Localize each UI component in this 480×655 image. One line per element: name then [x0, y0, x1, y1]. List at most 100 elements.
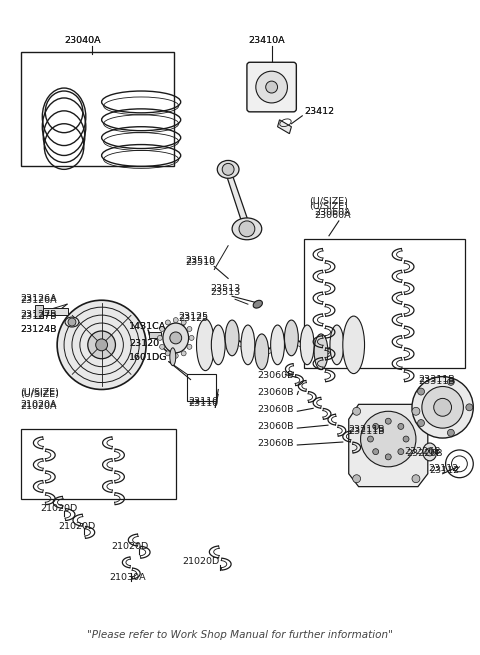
- Text: 23120: 23120: [129, 339, 159, 348]
- Ellipse shape: [222, 163, 234, 176]
- Text: 1601DG: 1601DG: [129, 353, 168, 362]
- Text: 23127B: 23127B: [21, 310, 57, 318]
- Text: 23060B: 23060B: [258, 422, 294, 430]
- Ellipse shape: [412, 407, 420, 415]
- Text: 21020D: 21020D: [183, 557, 220, 565]
- Polygon shape: [225, 172, 250, 229]
- Bar: [36, 305, 43, 318]
- Text: 23412: 23412: [304, 107, 335, 117]
- Text: 23060B: 23060B: [258, 388, 294, 397]
- Text: 23412: 23412: [304, 107, 335, 117]
- Text: 23040A: 23040A: [64, 36, 101, 45]
- Ellipse shape: [368, 436, 373, 442]
- Ellipse shape: [412, 475, 420, 483]
- Ellipse shape: [173, 318, 178, 322]
- Ellipse shape: [68, 318, 76, 326]
- Ellipse shape: [447, 429, 455, 436]
- Ellipse shape: [372, 449, 379, 455]
- Ellipse shape: [253, 300, 263, 308]
- Text: 23060B: 23060B: [258, 371, 294, 380]
- Ellipse shape: [88, 331, 116, 359]
- Text: 23211B: 23211B: [349, 424, 385, 434]
- Text: 23112: 23112: [430, 466, 460, 476]
- Ellipse shape: [189, 335, 194, 341]
- Bar: [40, 308, 68, 315]
- Text: 23226B: 23226B: [406, 449, 443, 458]
- Polygon shape: [349, 404, 428, 487]
- Ellipse shape: [211, 325, 225, 365]
- Text: 21020D: 21020D: [58, 522, 96, 531]
- Ellipse shape: [173, 353, 178, 358]
- Text: 23060B: 23060B: [258, 438, 294, 447]
- Bar: [149, 332, 161, 338]
- Ellipse shape: [241, 325, 255, 365]
- Ellipse shape: [426, 448, 434, 456]
- Ellipse shape: [157, 335, 162, 341]
- Ellipse shape: [434, 398, 452, 416]
- Ellipse shape: [385, 454, 391, 460]
- Ellipse shape: [225, 320, 239, 356]
- Text: 23311B: 23311B: [418, 375, 455, 384]
- Ellipse shape: [330, 325, 344, 365]
- Ellipse shape: [163, 323, 189, 353]
- Text: 23040A: 23040A: [64, 36, 101, 45]
- Ellipse shape: [187, 326, 192, 331]
- Text: 23060B: 23060B: [258, 405, 294, 414]
- Text: 21020D: 21020D: [111, 542, 149, 551]
- Ellipse shape: [170, 348, 176, 365]
- Ellipse shape: [314, 334, 328, 369]
- Ellipse shape: [418, 388, 424, 395]
- Text: 23124B: 23124B: [21, 326, 57, 335]
- FancyBboxPatch shape: [247, 62, 296, 112]
- Ellipse shape: [187, 345, 192, 349]
- Text: 23125: 23125: [179, 312, 209, 320]
- Ellipse shape: [57, 300, 146, 390]
- Text: 23510: 23510: [186, 256, 216, 265]
- Ellipse shape: [256, 71, 288, 103]
- Ellipse shape: [360, 411, 416, 467]
- Ellipse shape: [159, 345, 165, 349]
- Polygon shape: [277, 120, 291, 134]
- Ellipse shape: [217, 160, 239, 178]
- Text: 21020D: 21020D: [40, 504, 78, 513]
- Text: 23226B: 23226B: [404, 447, 441, 457]
- Text: 1431CA: 1431CA: [129, 322, 167, 331]
- Text: 23124B: 23124B: [21, 326, 57, 335]
- Bar: [21, 52, 174, 166]
- Text: 23510: 23510: [186, 258, 216, 267]
- Text: 23060A: 23060A: [314, 208, 351, 217]
- Text: 23211B: 23211B: [349, 426, 385, 436]
- Text: 21020A: 21020A: [21, 402, 57, 411]
- Ellipse shape: [398, 449, 404, 455]
- Ellipse shape: [403, 436, 409, 442]
- Ellipse shape: [166, 320, 170, 325]
- Ellipse shape: [239, 221, 255, 236]
- Ellipse shape: [398, 423, 404, 430]
- Ellipse shape: [422, 386, 463, 428]
- Text: 23410A: 23410A: [248, 36, 285, 45]
- Ellipse shape: [181, 320, 186, 325]
- Ellipse shape: [271, 325, 285, 365]
- Text: (U/SIZE): (U/SIZE): [21, 390, 60, 399]
- Bar: [187, 373, 216, 402]
- Text: 23127B: 23127B: [21, 312, 57, 320]
- Ellipse shape: [418, 420, 424, 426]
- Ellipse shape: [181, 351, 186, 356]
- Text: 23513: 23513: [210, 288, 240, 297]
- Ellipse shape: [372, 423, 379, 430]
- Ellipse shape: [266, 81, 277, 93]
- Text: "Please refer to Work Shop Manual for further information": "Please refer to Work Shop Manual for fu…: [87, 630, 393, 641]
- Ellipse shape: [300, 325, 314, 365]
- Text: 23126A: 23126A: [21, 293, 57, 303]
- Text: 23112: 23112: [428, 464, 458, 474]
- Ellipse shape: [96, 339, 108, 351]
- Ellipse shape: [423, 443, 437, 461]
- Text: 1431CA: 1431CA: [129, 322, 167, 331]
- Text: 1601DG: 1601DG: [129, 353, 168, 362]
- Ellipse shape: [285, 320, 298, 356]
- Ellipse shape: [343, 316, 364, 373]
- Ellipse shape: [65, 317, 79, 327]
- Text: 23120: 23120: [129, 339, 159, 348]
- Ellipse shape: [412, 377, 473, 438]
- Text: (U/SIZE): (U/SIZE): [309, 202, 348, 210]
